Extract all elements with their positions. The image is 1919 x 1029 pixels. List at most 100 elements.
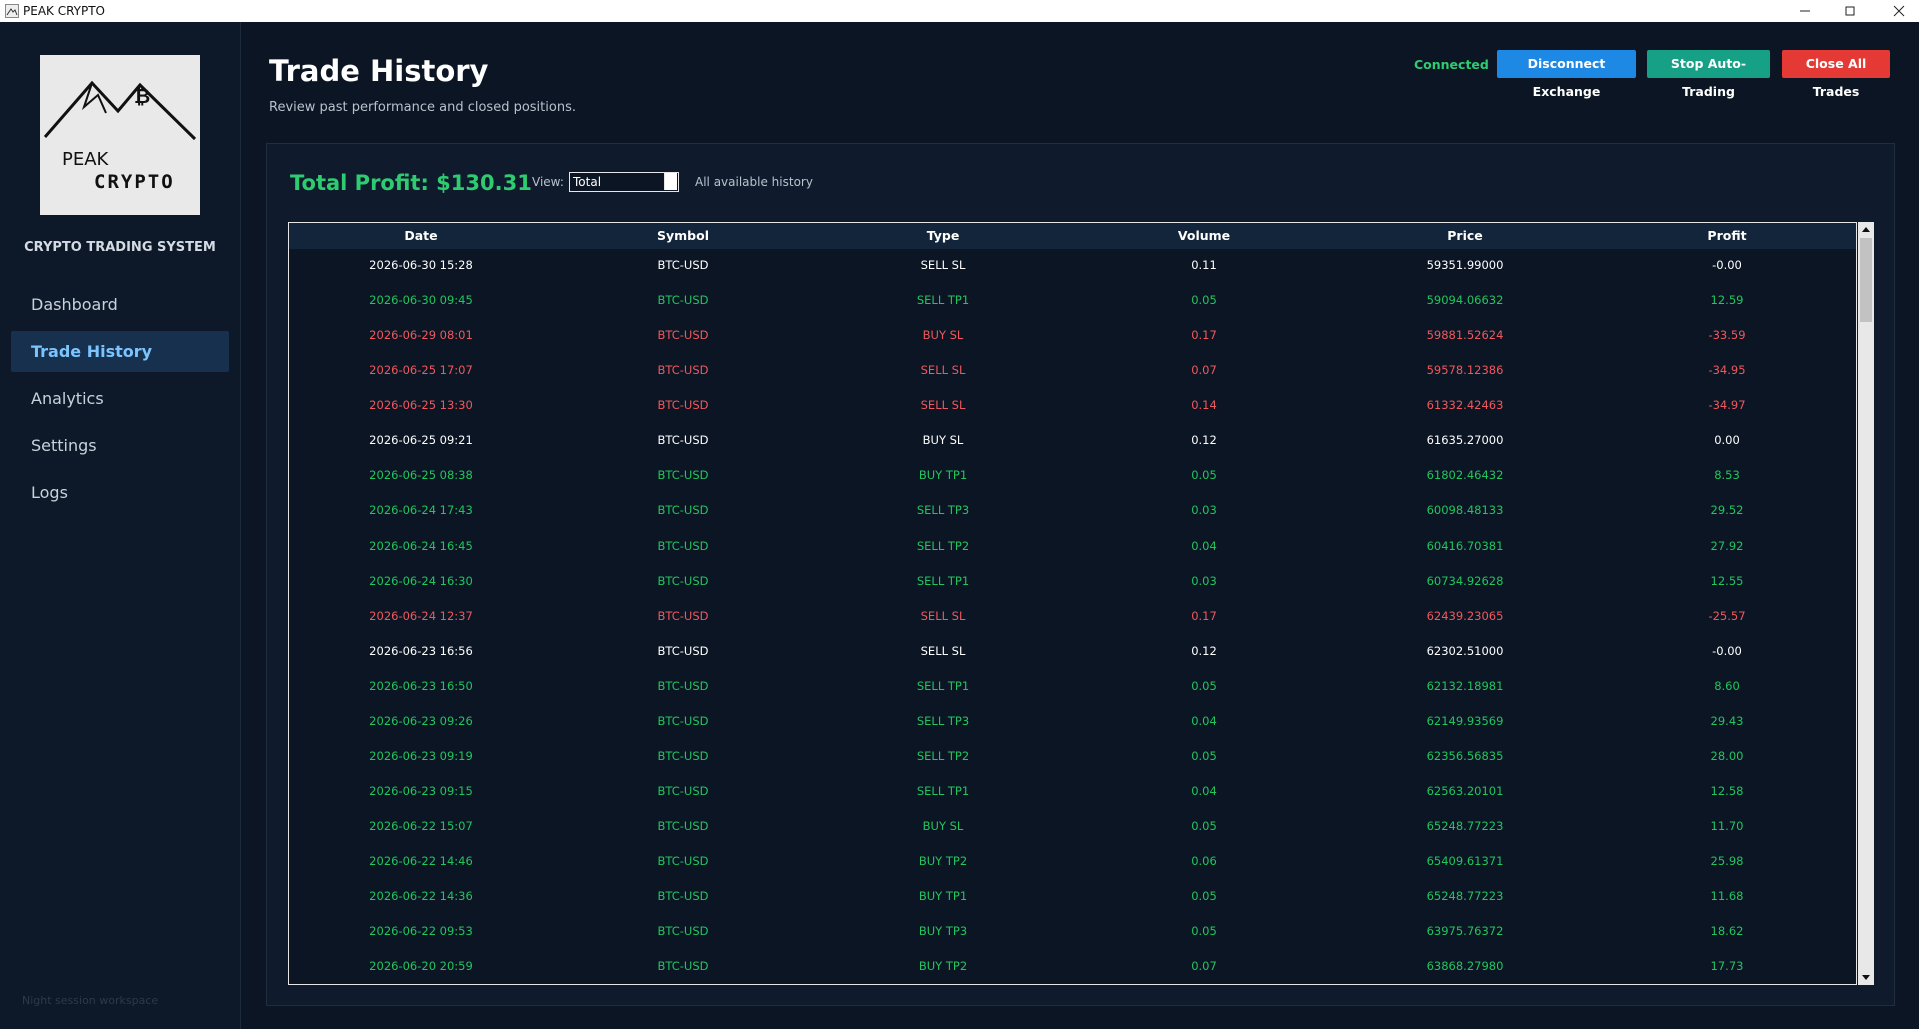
system-name: CRYPTO TRADING SYSTEM — [24, 240, 216, 255]
table-cell: 2026-06-25 17:07 — [369, 363, 473, 378]
svg-text:₿: ₿ — [134, 84, 150, 108]
table-cell: 0.05 — [1191, 293, 1217, 308]
table-cell: SELL SL — [920, 608, 966, 623]
table-cell: SELL TP2 — [916, 748, 970, 763]
table-cell: 18.62 — [1710, 924, 1744, 939]
table-cell: 2026-06-23 16:56 — [369, 643, 473, 658]
table-cell: 2026-06-24 16:30 — [369, 573, 473, 588]
table-cell: SELL TP1 — [916, 678, 970, 693]
table-cell: 63975.76372 — [1426, 924, 1504, 939]
column-header: Symbol — [657, 228, 709, 243]
view-value: Total — [573, 175, 602, 189]
table-cell: 2026-06-24 12:37 — [369, 608, 473, 623]
total-profit: Total Profit: $130.31 — [290, 171, 532, 195]
table-cell: 2026-06-25 08:38 — [369, 468, 473, 483]
table-cell: 29.52 — [1710, 503, 1744, 518]
table-cell: 0.05 — [1191, 924, 1217, 939]
table-cell: SELL TP2 — [916, 538, 970, 553]
table-cell: 62563.20101 — [1426, 784, 1504, 799]
table-cell: -34.97 — [1708, 398, 1746, 413]
table-cell: BTC-USD — [657, 678, 709, 693]
nav-item[interactable]: Trade History — [11, 331, 229, 372]
table-cell: 2026-06-25 09:21 — [369, 433, 473, 448]
nav-item[interactable]: Logs — [31, 483, 68, 502]
table-cell: 0.14 — [1191, 398, 1217, 413]
disconnect-button[interactable]: Disconnect Exchange — [1497, 50, 1636, 99]
sidebar: ₿ PEAK CRYPTO CRYPTO TRADING SYSTEM Dash… — [0, 22, 241, 1029]
view-select[interactable]: Total — [569, 172, 679, 192]
nav-item[interactable]: Settings — [31, 436, 97, 455]
table-cell: 2026-06-30 09:45 — [369, 293, 473, 308]
table-cell: -25.57 — [1708, 608, 1746, 623]
table-cell: 61635.27000 — [1426, 433, 1504, 448]
table-cell: BUY TP2 — [918, 959, 968, 974]
window-controls[interactable] — [1790, 0, 1919, 22]
table-cell: 0.04 — [1191, 538, 1217, 553]
table-cell: 0.05 — [1191, 678, 1217, 693]
table-cell: BTC-USD — [657, 573, 709, 588]
table-cell: 2026-06-30 15:28 — [369, 258, 473, 272]
table-cell: BTC-USD — [657, 258, 709, 272]
table-cell: 0.00 — [1714, 433, 1740, 448]
table-cell: 0.07 — [1191, 959, 1217, 974]
table-cell: 0.05 — [1191, 468, 1217, 483]
table-cell: 0.12 — [1191, 643, 1217, 658]
logo: ₿ PEAK CRYPTO — [40, 55, 200, 215]
table-cell: 12.55 — [1710, 573, 1744, 588]
connection-status: Connected — [1414, 57, 1489, 72]
table-cell: 62356.56835 — [1426, 748, 1504, 763]
table-cell: 62439.23065 — [1426, 608, 1504, 623]
table-cell: 11.68 — [1710, 889, 1744, 904]
trade-table: Date Symbol Type Volume Price Profit 2026-06-3… — [288, 222, 1857, 985]
stop-button[interactable]: Stop Auto-Trading — [1647, 50, 1770, 99]
table-cell: SELL TP1 — [916, 784, 970, 799]
table-cell: 65409.61371 — [1426, 854, 1504, 869]
nav-item[interactable]: Dashboard — [31, 295, 118, 314]
table-cell: BUY TP1 — [918, 889, 968, 904]
table-cell: 0.05 — [1191, 748, 1217, 763]
logo-text: CRYPTO — [94, 171, 175, 193]
table-cell: 0.03 — [1191, 573, 1217, 588]
table-cell: 59351.99000 — [1426, 258, 1504, 272]
table-cell: 2026-06-22 14:36 — [369, 889, 473, 904]
table-cell: BUY TP2 — [918, 854, 968, 869]
table-cell: BTC-USD — [657, 959, 709, 974]
table-cell: 0.17 — [1191, 608, 1217, 623]
table-cell: 2026-06-22 15:07 — [369, 819, 473, 834]
close-button[interactable]: Close All Trades — [1782, 50, 1890, 99]
table-cell: SELL TP1 — [916, 573, 970, 588]
table-cell: BTC-USD — [657, 748, 709, 763]
scroll-arrows — [1862, 227, 1870, 980]
table-cell: 8.60 — [1714, 678, 1740, 693]
table-cell: 2026-06-22 14:46 — [369, 854, 473, 869]
table-cell: 2026-06-24 16:45 — [369, 538, 473, 553]
table-cell: BTC-USD — [657, 854, 709, 869]
table-header — [289, 223, 1856, 249]
table-cell: 8.53 — [1714, 468, 1740, 483]
window-title: PEAK CRYPTO — [23, 4, 106, 18]
page-title: Trade History — [269, 54, 489, 88]
table-cell: BTC-USD — [657, 503, 709, 518]
table-cell: SELL SL — [920, 258, 966, 272]
table-cell: 65248.77223 — [1426, 889, 1504, 904]
table-cell: BUY TP3 — [918, 924, 968, 939]
table-cell: -0.00 — [1712, 643, 1742, 658]
table-cell: -34.95 — [1708, 363, 1746, 378]
scrollbar[interactable] — [1858, 222, 1874, 985]
footer-note: Night session workspace — [22, 994, 159, 1007]
table-cell: BTC-USD — [657, 889, 709, 904]
select-arrow — [664, 173, 677, 190]
table-cell: BTC-USD — [657, 293, 709, 308]
table-cell: BTC-USD — [657, 433, 709, 448]
table-cell: BTC-USD — [657, 643, 709, 658]
table-cell: SELL TP3 — [916, 503, 970, 518]
table-cell: 0.12 — [1191, 433, 1217, 448]
app-icon — [5, 4, 19, 18]
nav-item[interactable]: Analytics — [31, 389, 104, 408]
scroll-thumb[interactable] — [1860, 238, 1872, 322]
table-cell: 2026-06-23 09:15 — [369, 784, 473, 799]
page-subtitle: Review past performance and closed posit… — [269, 100, 576, 115]
table-cell: 29.43 — [1710, 713, 1744, 728]
view-label: View: — [532, 175, 564, 189]
